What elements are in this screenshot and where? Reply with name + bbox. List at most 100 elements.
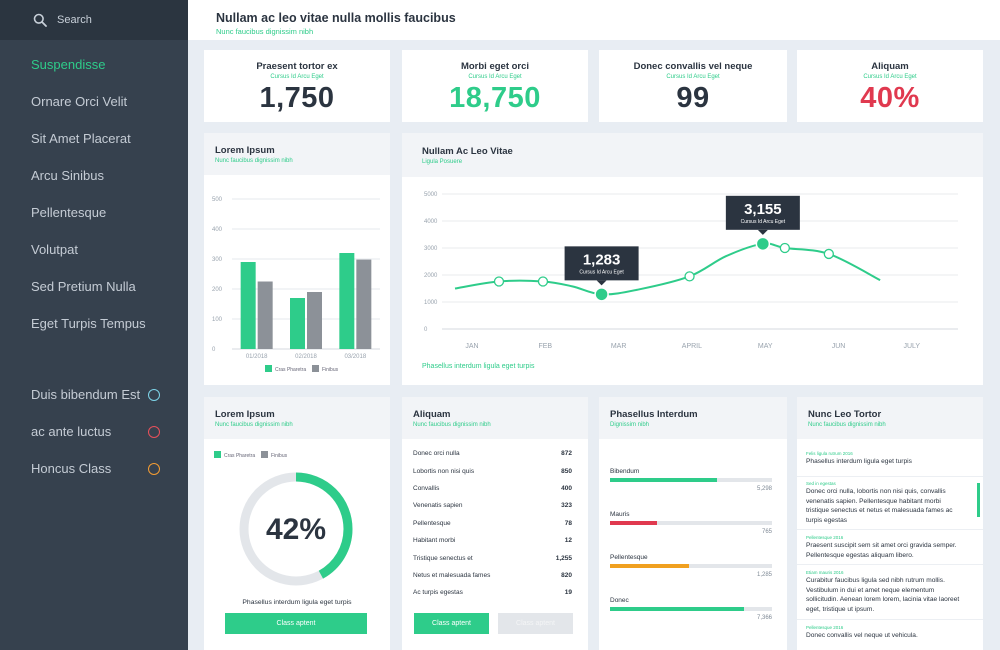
y-tick-label: 1000 xyxy=(424,300,438,306)
bar xyxy=(339,253,355,349)
data-point[interactable] xyxy=(537,276,549,287)
data-point[interactable] xyxy=(684,271,695,282)
progress-panel: Phasellus Interdum Dignissim nibh Bibend… xyxy=(599,397,787,650)
search-input[interactable]: Search xyxy=(0,0,188,40)
tooltip-value: 3,155 xyxy=(744,201,782,218)
sidebar-status-item[interactable]: Duis bibendum Est xyxy=(0,376,188,413)
list-item-value: 820 xyxy=(561,571,572,579)
legend-swatch xyxy=(312,365,319,372)
stat-subtitle: Cursus Id Arcu Eget xyxy=(666,74,720,80)
list-item-value: 12 xyxy=(564,537,572,545)
stat-card: Aliquam Cursus Id Arcu Eget 40% xyxy=(797,50,983,122)
panel-header: Aliquam Nunc faucibus dignissim nibh xyxy=(402,397,588,439)
panel-subtitle: Nunc faucibus dignissim nibh xyxy=(215,422,293,428)
stat-subtitle: Cursus Id Arcu Eget xyxy=(863,74,917,80)
list-item: Convallis 400 xyxy=(402,480,588,497)
feed-text: Praesent suscipit sem sit amet orci grav… xyxy=(806,542,957,559)
y-tick-label: 300 xyxy=(212,257,223,263)
progress-value: 5,298 xyxy=(756,486,772,492)
data-point[interactable] xyxy=(823,248,834,260)
progress-track xyxy=(610,478,772,482)
sidebar-item-arcu-sinibus[interactable]: Arcu Sinibus xyxy=(31,168,104,183)
progress-value: 7,366 xyxy=(756,615,772,621)
series-line xyxy=(454,242,881,296)
list-item-label: Venenatis sapien xyxy=(413,502,463,510)
status-ring-icon xyxy=(148,462,160,475)
class-aptent-primary-button[interactable]: Class aptent xyxy=(414,613,489,634)
sidebar-item-ornare-orci-velit[interactable]: Ornare Orci Velit xyxy=(31,94,128,109)
list-item: Lobortis non nisi quis 850 xyxy=(402,462,588,479)
y-tick-label: 100 xyxy=(212,317,223,323)
sidebar-item-sed-pretium-nulla[interactable]: Sed Pretium Nulla xyxy=(31,279,136,294)
x-tick-label: JUN xyxy=(832,343,846,350)
class-aptent-secondary-button[interactable]: Class aptent xyxy=(498,613,573,634)
feed-meta: Etiam mauris 2016 xyxy=(806,570,844,575)
panel-header: Nunc Leo Tortor Nunc faucibus dignissim … xyxy=(797,397,983,439)
bar xyxy=(356,259,372,349)
list-item-label: Pellentesque xyxy=(413,519,451,527)
progress-fill xyxy=(610,607,745,611)
sidebar-item-volutpat[interactable]: Volutpat xyxy=(31,242,78,257)
progress-label: Bibendum xyxy=(610,468,640,475)
y-tick-label: 500 xyxy=(212,197,223,203)
feed-text: Curabitur faucibus ligula sed nibh rutru… xyxy=(806,577,960,613)
search-icon xyxy=(33,13,47,27)
y-tick-label: 0 xyxy=(212,347,216,353)
stat-card: Donec convallis vel neque Cursus Id Arcu… xyxy=(599,50,787,122)
list-item-label: Ac turpis egestas xyxy=(413,589,463,597)
panel-title: Lorem Ipsum xyxy=(215,409,275,420)
x-tick-label: JAN xyxy=(465,343,478,350)
page-title: Nullam ac leo vitae nulla mollis faucibu… xyxy=(216,11,456,25)
status-ring-icon xyxy=(148,388,160,401)
x-tick-label: FEB xyxy=(538,343,552,350)
data-point[interactable] xyxy=(493,276,505,287)
legend-label: Finibus xyxy=(322,367,339,373)
sidebar-item-sit-amet-placerat[interactable]: Sit Amet Placerat xyxy=(31,131,131,146)
y-tick-label: 5000 xyxy=(424,192,438,198)
value-list: Donec orci nulla 872 Lobortis non nisi qu… xyxy=(402,439,588,602)
legend-label: Cras Pharetra xyxy=(275,367,306,373)
list-item-value: 19 xyxy=(564,589,572,597)
highlight-point[interactable] xyxy=(755,236,771,252)
sidebar-item-eget-turpis-tempus[interactable]: Eget Turpis Tempus xyxy=(31,316,146,331)
list-item-value: 323 xyxy=(561,502,572,510)
sidebar-status-label: Duis bibendum Est xyxy=(31,387,141,402)
x-tick-label: 03/2018 xyxy=(344,354,366,360)
list-item-value: 1,255 xyxy=(555,554,572,562)
stat-title: Donec convallis vel neque xyxy=(633,61,753,72)
sidebar-status-item[interactable]: ac ante luctus xyxy=(0,413,188,450)
stat-card: Morbi eget orci Cursus Id Arcu Eget 18,7… xyxy=(402,50,588,122)
donut-panel: Lorem Ipsum Nunc faucibus dignissim nibh… xyxy=(204,397,390,650)
panel-subtitle: Nunc faucibus dignissim nibh xyxy=(808,422,886,428)
tooltip-arrow xyxy=(596,280,607,286)
sidebar-item-pellentesque[interactable]: Pellentesque xyxy=(31,205,107,220)
sidebar-item-suspendisse[interactable]: Suspendisse xyxy=(31,57,106,72)
class-aptent-button[interactable]: Class aptent xyxy=(225,613,367,634)
progress-value: 1,285 xyxy=(756,572,772,578)
progress-fill xyxy=(610,478,717,482)
panel-subtitle: Ligula Posuere xyxy=(422,159,463,165)
line-chart-footer: Phasellus interdum ligula eget turpis xyxy=(422,363,535,370)
legend-swatch-green xyxy=(214,451,221,458)
progress-track xyxy=(610,564,772,568)
x-tick-label: MAY xyxy=(758,343,773,350)
stat-title: Morbi eget orci xyxy=(460,61,530,72)
feed-scrollbar[interactable] xyxy=(977,483,980,517)
panel-header: Lorem Ipsum Nunc faucibus dignissim nibh xyxy=(204,397,390,439)
list-panel: Aliquam Nunc faucibus dignissim nibh Don… xyxy=(402,397,588,650)
feed-meta: Felis ligula rutrum 2016 xyxy=(806,451,853,456)
stat-subtitle: Cursus Id Arcu Eget xyxy=(270,74,324,80)
sidebar-status-item[interactable]: Honcus Class xyxy=(0,450,188,487)
panel-header: Nullam Ac Leo Vitae Ligula Posuere xyxy=(402,133,983,177)
panel-subtitle: Nunc faucibus dignissim nibh xyxy=(413,422,491,428)
feed-meta: Sed in egestas xyxy=(806,481,836,486)
x-tick-label: APRIL xyxy=(682,343,702,350)
bar-chart: 0 100 200 300 400 500 01/2018 02/2018 03/2018 Cra… xyxy=(212,197,380,373)
panel-title: Nunc Leo Tortor xyxy=(808,409,882,420)
data-point[interactable] xyxy=(779,242,791,254)
feed-item: Sed in egestas Donec orci nulla, loborti… xyxy=(797,477,983,530)
donut-legend: Cras Pharetra Finibus xyxy=(214,451,288,459)
page-header: Nullam ac leo vitae nulla mollis faucibu… xyxy=(188,0,1000,40)
highlight-point[interactable] xyxy=(594,287,609,302)
panel-header: Phasellus Interdum Dignissim nibh xyxy=(599,397,787,439)
